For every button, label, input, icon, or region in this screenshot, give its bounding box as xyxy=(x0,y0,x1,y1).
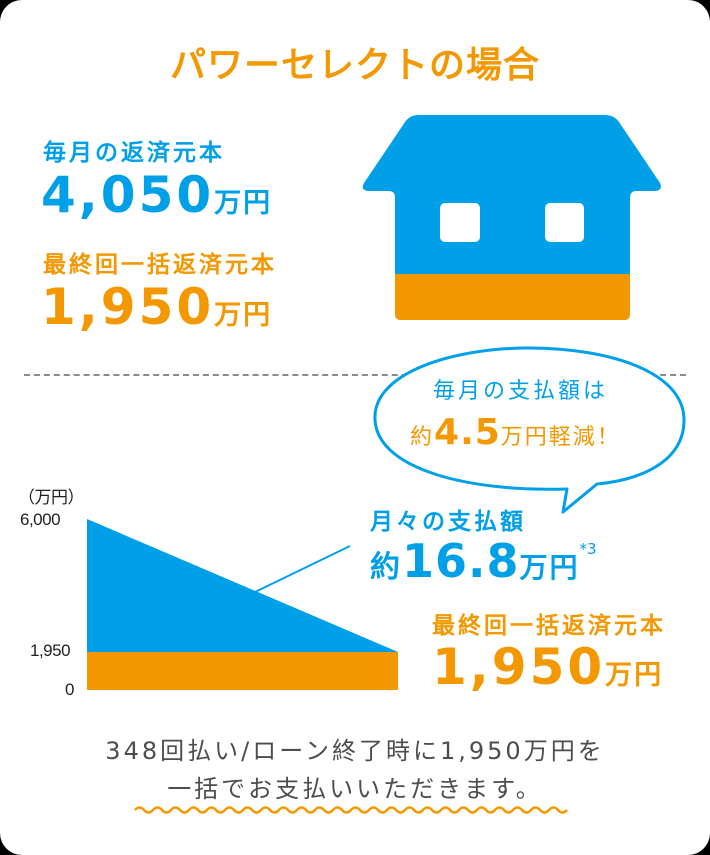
note-line1: 348回払い/ローン終了時に1,950万円を xyxy=(105,737,605,765)
final-lump-sum-amount: 1,950 xyxy=(41,278,215,336)
monthly-principal-label: 毎月の返済元本 xyxy=(43,140,225,166)
monthly-principal-amount: 4,050 xyxy=(41,166,215,224)
monthly-payment-unit: 万円 xyxy=(519,551,580,584)
note-line2: 一括でお支払いいただきます。 xyxy=(167,775,543,803)
monthly-principal-unit: 万円 xyxy=(214,188,273,219)
page-title: パワーセレクトの場合 xyxy=(169,45,540,86)
monthly-payment-value: 約16.8万円*3 xyxy=(370,538,597,586)
final-payment-amount: 1,950 xyxy=(432,638,606,696)
bubble-prefix: 約 xyxy=(410,425,435,450)
monthly-payment-label: 月々の支払額 xyxy=(370,509,526,535)
final-payment-label: 最終回一括返済元本 xyxy=(432,613,666,639)
monthly-payment-amount: 16.8 xyxy=(402,534,520,588)
final-payment-value: 1,950万円 xyxy=(432,642,663,692)
bubble-line2: 約4.5万円軽減！ xyxy=(410,412,621,453)
y-tick-6000: 6,000 xyxy=(20,510,61,529)
monthly-principal-area xyxy=(87,519,398,652)
monthly-principal-value: 4,050万円 xyxy=(41,170,272,220)
y-axis-unit: （万円） xyxy=(18,488,85,507)
final-lump-sum-value: 1,950万円 xyxy=(41,282,272,332)
wavy-underline xyxy=(134,806,568,814)
lump-sum-area xyxy=(87,652,398,690)
speech-bubble xyxy=(373,346,686,514)
bubble-amount: 4.5 xyxy=(434,412,501,453)
window-right xyxy=(545,203,584,242)
pointer-line xyxy=(254,545,351,593)
final-lump-sum-label: 最終回一括返済元本 xyxy=(43,252,277,278)
bubble-suffix: 万円軽減！ xyxy=(500,425,621,450)
dashed-divider xyxy=(24,374,686,376)
footnote-mark: *3 xyxy=(579,540,597,558)
final-payment-unit: 万円 xyxy=(605,660,664,691)
y-tick-1950: 1,950 xyxy=(30,641,71,660)
final-lump-sum-unit: 万円 xyxy=(214,300,273,331)
y-tick-0: 0 xyxy=(65,680,74,699)
monthly-payment-prefix: 約 xyxy=(370,550,402,585)
bubble-line1: 毎月の支払額は xyxy=(433,379,609,404)
window-left xyxy=(440,203,480,242)
